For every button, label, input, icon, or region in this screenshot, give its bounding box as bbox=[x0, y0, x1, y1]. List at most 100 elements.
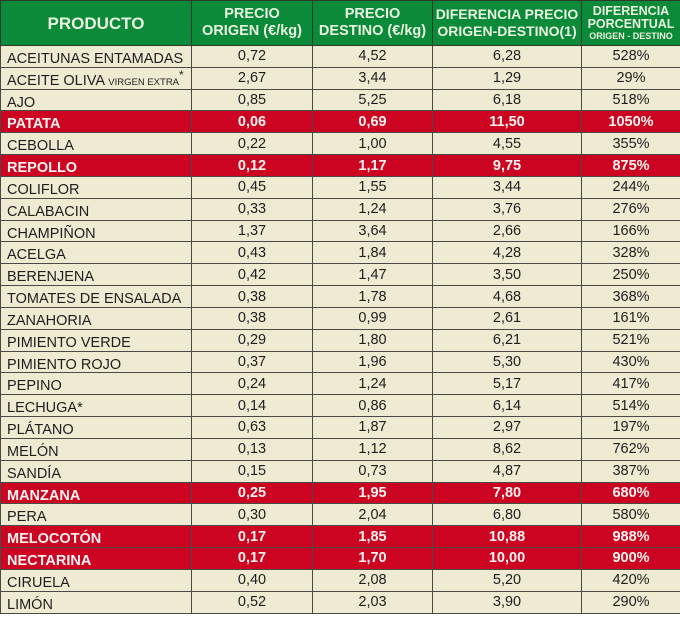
producto-name: CALABACIN bbox=[7, 203, 90, 220]
cell-producto: MELÓN bbox=[0, 437, 192, 461]
cell-producto: NECTARINA bbox=[0, 547, 192, 570]
cell-producto: PIMIENTO ROJO bbox=[0, 350, 192, 374]
producto-name: MANZANA bbox=[7, 487, 81, 504]
cell-precio-origen: 0,72 bbox=[191, 45, 313, 68]
header-porcentual-line1: DIFERENCIA bbox=[592, 3, 670, 18]
producto-name: AJO bbox=[7, 94, 36, 111]
table-row: LIMÓN 0,52 2,03 3,90 290% bbox=[0, 590, 680, 614]
cell-porcentaje: 387% bbox=[581, 459, 680, 483]
producto-name: CIRUELA bbox=[7, 574, 70, 591]
producto-name: ACEITUNAS ENTAMADAS bbox=[7, 50, 184, 67]
header-precio-destino-line2: DESTINO (€/kg) bbox=[318, 23, 427, 39]
cell-producto: PATATA bbox=[0, 110, 192, 134]
cell-precio-destino: 5,25 bbox=[312, 88, 433, 112]
cell-producto: PIMIENTO VERDE bbox=[0, 328, 192, 352]
cell-precio-destino: 1,00 bbox=[312, 132, 433, 156]
producto-name: TOMATES DE ENSALADA bbox=[7, 290, 182, 307]
producto-name: PLÁTANO bbox=[7, 421, 74, 438]
table-row: AJO 0,85 5,25 6,18 518% bbox=[0, 88, 680, 112]
cell-producto: REPOLLO bbox=[0, 154, 192, 177]
header-porcentual-line2: PORCENTUAL bbox=[587, 16, 675, 31]
cell-precio-origen: 0,06 bbox=[191, 110, 313, 134]
cell-diferencia: 4,68 bbox=[432, 285, 582, 308]
table-row: CHAMPIÑON 1,37 3,64 2,66 166% bbox=[0, 219, 680, 243]
producto-name: NECTARINA bbox=[7, 552, 92, 569]
cell-producto: ACELGA bbox=[0, 241, 192, 265]
cell-precio-origen: 0,63 bbox=[191, 416, 313, 439]
producto-name: BERENJENA bbox=[7, 269, 95, 286]
cell-porcentaje: 197% bbox=[581, 416, 680, 439]
cell-producto: ACEITUNAS ENTAMADAS bbox=[0, 45, 192, 68]
header-diferencia-precio: DIFERENCIA PRECIO ORIGEN-DESTINO(1) bbox=[432, 0, 582, 46]
cell-precio-origen: 0,30 bbox=[191, 503, 313, 527]
header-diferencia-line2: ORIGEN-DESTINO(1) bbox=[437, 23, 577, 39]
table-row: MELÓN 0,13 1,12 8,62 762% bbox=[0, 437, 680, 461]
header-precio-origen-line1: PRECIO bbox=[224, 6, 280, 22]
cell-porcentaje: 580% bbox=[581, 503, 680, 527]
cell-producto: MELOCOTÓN bbox=[0, 525, 192, 549]
cell-porcentaje: 1050% bbox=[581, 110, 680, 134]
producto-sub: VIRGEN EXTRA bbox=[108, 76, 180, 88]
cell-precio-destino: 1,12 bbox=[312, 437, 433, 461]
table-row: MELOCOTÓN 0,17 1,85 10,88 988% bbox=[0, 525, 680, 549]
cell-precio-destino: 1,78 bbox=[312, 285, 433, 308]
cell-precio-destino: 1,95 bbox=[312, 481, 433, 505]
table-row: CEBOLLA 0,22 1,00 4,55 355% bbox=[0, 132, 680, 156]
cell-diferencia: 6,14 bbox=[432, 394, 582, 418]
table-row: ACEITE OLIVA VIRGEN EXTRA* 2,67 3,44 1,29 29… bbox=[0, 66, 680, 90]
cell-producto: CIRUELA bbox=[0, 568, 192, 592]
cell-precio-origen: 0,38 bbox=[191, 285, 313, 308]
cell-precio-origen: 0,45 bbox=[191, 175, 313, 199]
table-row: PERA 0,30 2,04 6,80 580% bbox=[0, 503, 680, 527]
producto-name: REPOLLO bbox=[7, 159, 78, 176]
cell-precio-origen: 0,14 bbox=[191, 394, 313, 418]
cell-diferencia: 6,28 bbox=[432, 45, 582, 68]
cell-precio-destino: 0,73 bbox=[312, 459, 433, 483]
cell-porcentaje: 528% bbox=[581, 45, 680, 68]
cell-porcentaje: 900% bbox=[581, 547, 680, 570]
cell-precio-destino: 3,44 bbox=[312, 66, 433, 90]
cell-diferencia: 10,88 bbox=[432, 525, 582, 549]
cell-precio-destino: 1,96 bbox=[312, 350, 433, 374]
cell-producto: PEPINO bbox=[0, 372, 192, 396]
cell-diferencia: 5,17 bbox=[432, 372, 582, 396]
table-row: ACEITUNAS ENTAMADAS 0,72 4,52 6,28 528% bbox=[0, 45, 680, 68]
cell-precio-origen: 0,52 bbox=[191, 590, 313, 614]
producto-name: ZANAHORIA bbox=[7, 312, 92, 329]
table-row: PIMIENTO ROJO 0,37 1,96 5,30 430% bbox=[0, 350, 680, 374]
table-row: LECHUGA* 0,14 0,86 6,14 514% bbox=[0, 394, 680, 418]
cell-producto: MANZANA bbox=[0, 481, 192, 505]
cell-diferencia: 11,50 bbox=[432, 110, 582, 134]
cell-porcentaje: 161% bbox=[581, 306, 680, 330]
cell-precio-origen: 0,37 bbox=[191, 350, 313, 374]
cell-porcentaje: 166% bbox=[581, 219, 680, 243]
table-row: PATATA 0,06 0,69 11,50 1050% bbox=[0, 110, 680, 134]
cell-producto: CALABACIN bbox=[0, 197, 192, 221]
cell-diferencia: 6,18 bbox=[432, 88, 582, 112]
cell-porcentaje: 355% bbox=[581, 132, 680, 156]
cell-producto: PLÁTANO bbox=[0, 416, 192, 439]
table-row: TOMATES DE ENSALADA 0,38 1,78 4,68 368% bbox=[0, 285, 680, 308]
header-porcentual-line3: ORIGEN - DESTINO bbox=[589, 30, 673, 41]
cell-precio-destino: 4,52 bbox=[312, 45, 433, 68]
cell-precio-destino: 1,17 bbox=[312, 154, 433, 177]
cell-precio-origen: 0,40 bbox=[191, 568, 313, 592]
header-diferencia-line1: DIFERENCIA PRECIO bbox=[435, 6, 579, 22]
cell-diferencia: 3,44 bbox=[432, 175, 582, 199]
cell-diferencia: 9,75 bbox=[432, 154, 582, 177]
header-producto-label: PRODUCTO bbox=[47, 13, 145, 33]
cell-producto: CEBOLLA bbox=[0, 132, 192, 156]
table-row: MANZANA 0,25 1,95 7,80 680% bbox=[0, 481, 680, 505]
cell-precio-origen: 0,85 bbox=[191, 88, 313, 112]
cell-precio-origen: 2,67 bbox=[191, 66, 313, 90]
cell-porcentaje: 420% bbox=[581, 568, 680, 592]
cell-precio-destino: 1,24 bbox=[312, 197, 433, 221]
header-producto: PRODUCTO bbox=[0, 0, 192, 46]
cell-diferencia: 10,00 bbox=[432, 547, 582, 570]
producto-name: CEBOLLA bbox=[7, 138, 74, 155]
cell-producto: AJO bbox=[0, 88, 192, 112]
cell-porcentaje: 276% bbox=[581, 197, 680, 221]
cell-diferencia: 3,76 bbox=[432, 197, 582, 221]
table-row: PEPINO 0,24 1,24 5,17 417% bbox=[0, 372, 680, 396]
cell-porcentaje: 518% bbox=[581, 88, 680, 112]
